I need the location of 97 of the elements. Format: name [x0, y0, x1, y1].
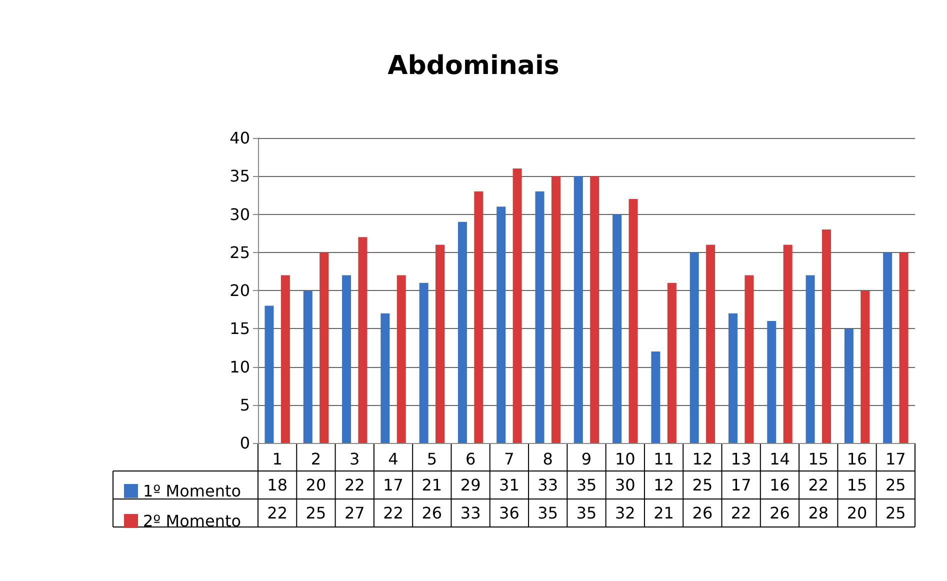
data-label: 22 — [267, 504, 288, 522]
bar — [419, 282, 428, 443]
bar — [551, 176, 560, 443]
bar — [651, 352, 660, 443]
y-tick-label: 5 — [240, 395, 250, 414]
y-tick-label: 40 — [230, 128, 250, 148]
bar — [860, 290, 870, 443]
bar — [264, 306, 274, 443]
data-label: 26 — [692, 504, 713, 522]
bar — [458, 222, 467, 443]
bar — [628, 199, 638, 443]
data-label: 36 — [499, 504, 520, 522]
bar — [767, 321, 776, 443]
x-tick-label: 13 — [730, 450, 752, 468]
bar — [728, 313, 738, 443]
data-label: 25 — [885, 504, 906, 522]
y-tick-label: 10 — [230, 357, 250, 376]
bar — [783, 244, 792, 443]
bar — [574, 176, 583, 443]
x-tick-label: 10 — [614, 450, 636, 468]
data-label: 12 — [654, 476, 674, 494]
x-tick-label: 9 — [581, 450, 592, 468]
bar — [590, 176, 600, 443]
bar — [612, 214, 622, 443]
y-tick-label: 30 — [230, 204, 250, 224]
data-label: 22 — [344, 476, 365, 494]
data-label: 29 — [460, 476, 481, 494]
data-label: 21 — [422, 476, 442, 494]
data-label: 22 — [730, 504, 752, 522]
data-label: 33 — [538, 476, 558, 494]
x-tick-label: 15 — [808, 450, 829, 468]
bar — [496, 206, 506, 443]
data-label: 35 — [576, 504, 597, 522]
bar — [320, 252, 329, 443]
data-label: 25 — [885, 476, 906, 494]
bar — [690, 252, 699, 443]
data-label: 25 — [692, 476, 713, 494]
bar — [342, 275, 352, 443]
bar — [899, 252, 908, 443]
x-tick-label: 7 — [504, 450, 514, 468]
chart-title: Abdominais — [388, 51, 560, 81]
data-label: 20 — [306, 476, 326, 494]
x-tick-label: 1 — [272, 450, 282, 468]
x-tick-label: 16 — [846, 450, 868, 468]
data-label: 25 — [306, 504, 326, 522]
bar — [436, 244, 445, 443]
x-tick-label: 2 — [310, 450, 322, 468]
data-label: 26 — [422, 504, 442, 522]
data-label: 22 — [383, 504, 404, 522]
bar — [822, 230, 831, 443]
bar — [883, 252, 892, 443]
data-label: 22 — [808, 476, 829, 494]
x-tick-label: 11 — [654, 450, 674, 468]
data-label: 17 — [383, 476, 404, 494]
data-label: 21 — [654, 504, 674, 522]
data-label: 20 — [846, 504, 868, 522]
x-tick-label: 8 — [542, 450, 553, 468]
bar — [358, 237, 368, 443]
data-label: 33 — [460, 504, 481, 522]
legend-label: 1º Momento — [143, 482, 242, 500]
bar — [744, 275, 754, 443]
data-label: 15 — [846, 476, 868, 494]
y-tick-label: 35 — [230, 166, 250, 186]
y-tick-label: 25 — [230, 242, 250, 262]
bar — [380, 313, 390, 443]
data-label: 27 — [344, 504, 365, 522]
data-label: 35 — [538, 504, 558, 522]
bar — [474, 191, 484, 443]
x-tick-label: 14 — [770, 450, 790, 468]
bar — [512, 168, 522, 443]
data-label: 30 — [614, 476, 636, 494]
bar — [806, 275, 815, 443]
y-tick-label: 0 — [240, 434, 250, 452]
x-tick-label: 3 — [350, 450, 360, 468]
bar — [303, 290, 312, 443]
data-label: 35 — [576, 476, 597, 494]
y-tick-label: 15 — [230, 319, 250, 338]
data-label: 28 — [808, 504, 829, 522]
x-tick-label: 17 — [885, 450, 906, 468]
x-tick-label: 6 — [465, 450, 476, 468]
data-label: 32 — [614, 504, 636, 522]
data-label: 17 — [730, 476, 752, 494]
bar — [667, 282, 676, 443]
x-tick-label: 4 — [388, 450, 398, 468]
bar — [280, 275, 290, 443]
bar — [396, 275, 406, 443]
bar — [706, 244, 716, 443]
bar — [844, 328, 854, 443]
y-tick-label: 20 — [230, 281, 250, 300]
legend-label: 2º Momento — [143, 512, 242, 530]
data-label: 26 — [770, 504, 790, 522]
x-tick-label: 12 — [692, 450, 713, 468]
data-label: 31 — [499, 476, 520, 494]
data-label: 16 — [770, 476, 790, 494]
data-label: 18 — [267, 476, 288, 494]
x-tick-label: 5 — [426, 450, 438, 468]
bar — [535, 191, 544, 443]
